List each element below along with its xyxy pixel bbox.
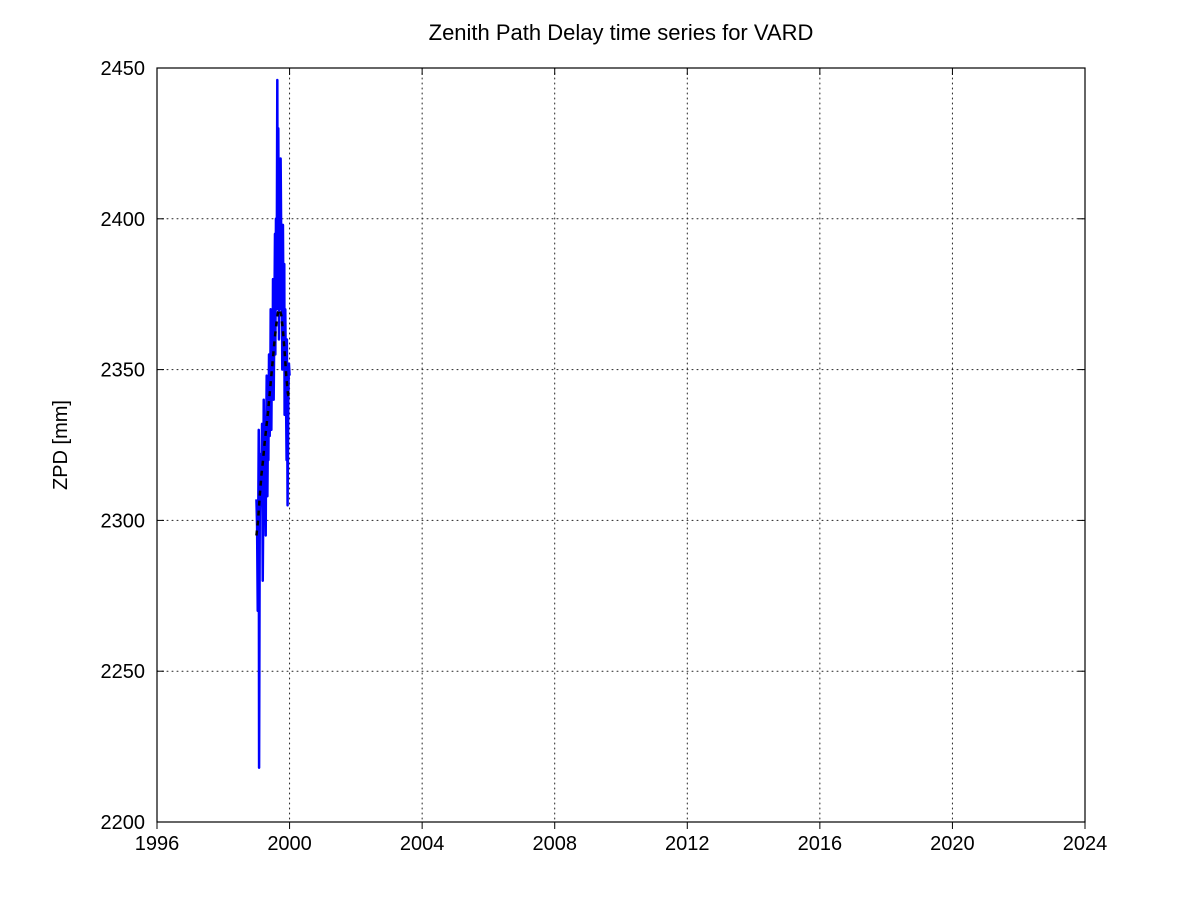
xtick-label: 2008 <box>532 833 577 855</box>
chart-svg: 1996 2000 2004 2008 2012 2016 2020 2024 2200 2250… <box>0 0 1201 901</box>
ytick-label: 2450 <box>101 58 146 80</box>
ytick-label: 2250 <box>101 661 146 683</box>
ytick-label: 2300 <box>101 510 146 532</box>
xtick-label: 2020 <box>930 833 975 855</box>
y-axis-label: ZPD [mm] <box>50 400 72 490</box>
xtick-label: 2000 <box>267 833 312 855</box>
chart-title: Zenith Path Delay time series for VARD <box>429 20 814 45</box>
xtick-label: 2024 <box>1063 833 1108 855</box>
ytick-label: 2400 <box>101 209 146 231</box>
chart-bg <box>0 0 1201 901</box>
xtick-label: 2004 <box>400 833 445 855</box>
chart-container: 1996 2000 2004 2008 2012 2016 2020 2024 2200 2250… <box>0 0 1201 901</box>
xtick-label: 1996 <box>135 833 180 855</box>
xtick-label: 2016 <box>798 833 843 855</box>
xtick-label: 2012 <box>665 833 710 855</box>
ytick-label: 2350 <box>101 360 146 382</box>
ytick-label: 2200 <box>101 812 146 834</box>
